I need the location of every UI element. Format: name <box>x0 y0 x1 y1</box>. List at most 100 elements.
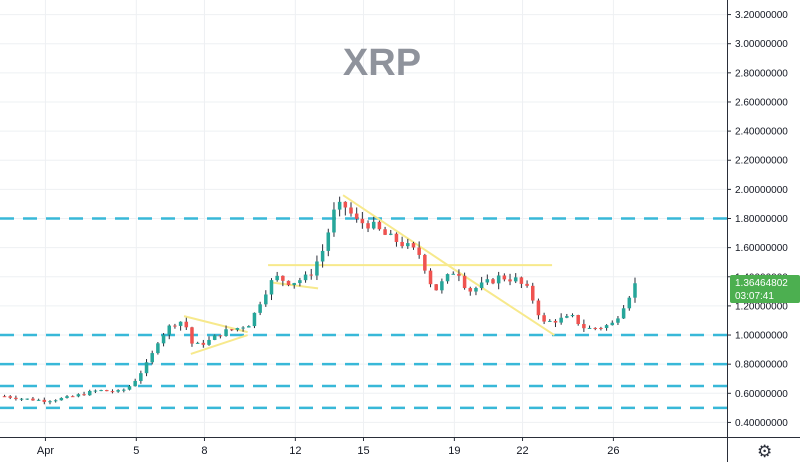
candle-up <box>247 326 251 328</box>
candle-up <box>195 342 200 344</box>
candle-down <box>349 207 353 214</box>
candle-up <box>122 389 126 391</box>
candle-down <box>428 270 433 285</box>
candle-up <box>156 343 160 354</box>
y-tick-label: 1.60000000 <box>735 243 788 254</box>
trend-line[interactable] <box>342 194 455 271</box>
candle-up <box>36 399 41 401</box>
candlestick-series <box>2 196 637 405</box>
candle-up <box>474 287 478 292</box>
candle-up <box>320 250 325 262</box>
y-tick-label: 2.60000000 <box>735 97 788 108</box>
y-tick-label: 0.40000000 <box>735 418 788 429</box>
current-price-value: 1.36464802 <box>735 278 788 289</box>
time-axis[interactable]: Apr 5 8 12 15 19 22 26 <box>37 437 620 457</box>
x-tick-label: 12 <box>289 445 301 457</box>
candle-down <box>184 321 189 328</box>
candle-down <box>417 247 421 255</box>
candle-up <box>224 329 228 337</box>
gear-icon[interactable]: ⚙ <box>757 442 772 462</box>
candle-up <box>440 281 444 291</box>
y-tick-label: 3.00000000 <box>735 39 788 50</box>
candle-down <box>2 396 7 398</box>
candle-up <box>298 280 302 284</box>
candle-down <box>530 285 535 301</box>
x-tick-label: 26 <box>607 445 619 457</box>
candle-up <box>76 394 81 397</box>
candle-down <box>286 280 291 286</box>
chart-title: XRP <box>343 42 421 84</box>
candle-up <box>59 397 64 401</box>
candle-down <box>383 229 387 235</box>
current-price-label: 1.36464802 03:07:41 <box>730 275 800 303</box>
x-tick-label: 8 <box>201 445 207 457</box>
candle-down <box>360 218 365 224</box>
candle-up <box>587 327 592 329</box>
candle-up <box>150 353 154 363</box>
y-tick-label: 1.20000000 <box>735 301 788 312</box>
candle-up <box>604 325 609 329</box>
candle-up <box>479 282 484 288</box>
trend-line[interactable] <box>190 334 248 355</box>
candle-down <box>343 201 348 208</box>
y-tick-label: 0.80000000 <box>735 360 788 371</box>
candle-up <box>565 316 569 318</box>
candle-down <box>519 277 524 284</box>
candle-up <box>99 390 103 392</box>
candle-up <box>570 315 575 317</box>
horizontal-levels <box>0 217 727 410</box>
candle-down <box>582 324 586 329</box>
candle-up <box>332 209 336 233</box>
candle-up <box>513 277 518 282</box>
candle-down <box>354 213 359 219</box>
candle-up <box>207 339 211 345</box>
candle-up <box>496 275 501 284</box>
candle-up <box>65 396 69 398</box>
chart-grid <box>0 0 727 437</box>
current-price-box <box>730 275 800 303</box>
candle-down <box>173 325 177 327</box>
candle-down <box>457 273 461 276</box>
candle-up <box>616 318 620 323</box>
candle-up <box>48 401 52 403</box>
candle-up <box>633 283 637 298</box>
candle-up <box>269 280 274 295</box>
candle-down <box>491 279 495 284</box>
candle-down <box>218 335 223 337</box>
candle-down <box>434 284 438 291</box>
trend-line[interactable] <box>272 281 319 290</box>
candle-up <box>127 386 132 390</box>
trend-line[interactable] <box>453 268 555 336</box>
price-axis[interactable]: 0.40000000 0.60000000 0.80000000 1.00000000… <box>727 10 788 429</box>
candle-down <box>542 315 546 322</box>
candle-down <box>42 399 47 402</box>
candle-down <box>593 327 597 329</box>
y-tick-label: 2.80000000 <box>735 68 788 79</box>
candle-up <box>485 279 490 283</box>
candle-down <box>377 221 382 230</box>
x-tick-label: 15 <box>357 445 369 457</box>
candle-up <box>337 201 342 210</box>
candle-up <box>25 398 30 400</box>
candle-up <box>53 400 58 402</box>
candle-up <box>212 335 217 340</box>
candle-up <box>627 297 632 309</box>
candle-up <box>93 390 98 392</box>
candle-up <box>292 283 296 286</box>
candle-down <box>508 279 512 282</box>
candle-up <box>610 322 615 326</box>
candle-up <box>258 304 262 313</box>
x-tick-label: 22 <box>516 445 528 457</box>
y-tick-label: 2.40000000 <box>735 127 788 138</box>
x-tick-label: Apr <box>37 445 54 457</box>
candle-up <box>167 325 172 335</box>
candle-up <box>371 221 376 229</box>
candle-down <box>14 397 18 400</box>
price-countdown: 03:07:41 <box>735 291 774 302</box>
candle-down <box>502 275 507 280</box>
candle-up <box>326 232 331 251</box>
candle-down <box>536 300 541 316</box>
y-tick-label: 0.60000000 <box>735 389 788 400</box>
y-tick-label: 2.00000000 <box>735 185 788 196</box>
